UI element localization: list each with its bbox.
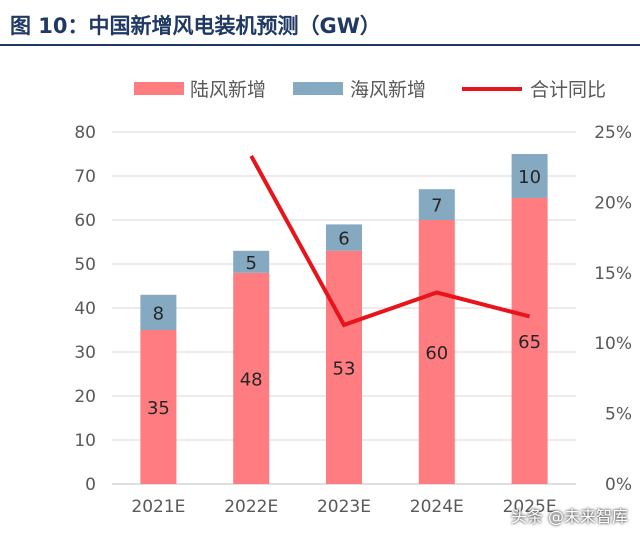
yoy-line-layer — [249, 154, 531, 328]
bar-value-label: 8 — [153, 303, 164, 324]
bar-labels: 35 8 48 5 53 6 60 7 65 10 — [147, 167, 541, 419]
bar-offshore — [418, 189, 455, 220]
bar-value-label: 7 — [431, 196, 442, 217]
watermark: 头条 @未来智库 — [510, 507, 628, 526]
yoy-line — [249, 154, 531, 328]
page-title: 图 10：中国新增风电装机预测（GW） — [10, 14, 381, 38]
y-right-tick-label: 25% — [594, 123, 632, 143]
y-right-tick-label: 15% — [594, 264, 632, 284]
bar-value-label: 48 — [240, 369, 263, 390]
x-tick-label: 2023E — [317, 497, 371, 517]
legend-label: 合计同比 — [530, 79, 606, 101]
y-left-tick-label: 20 — [74, 387, 96, 407]
legend: 陆风新增 海风新增 合计同比 — [134, 79, 606, 101]
y-right-tick-label: 10% — [594, 334, 632, 354]
title-rule — [0, 44, 640, 46]
bars — [140, 154, 548, 484]
title-bar: 图 10：中国新增风电装机预测（GW） — [0, 0, 640, 46]
y-left-tick-label: 0 — [85, 475, 96, 495]
bar-offshore — [511, 154, 548, 198]
x-tick-label: 2025E — [503, 497, 557, 517]
y-left-tick-label: 60 — [74, 211, 96, 231]
legend-swatch — [134, 82, 184, 95]
y-right-tick-label: 20% — [594, 193, 632, 213]
y-left-tick-label: 10 — [74, 431, 96, 451]
bar-onshore — [326, 250, 362, 484]
bar-offshore — [233, 250, 270, 273]
y-axis-right: 0% 5% 10% 15% 20% 25% — [594, 123, 632, 495]
bar-onshore — [511, 198, 548, 484]
chart: 35 8 48 5 53 6 60 7 65 10 0 10 20 30 40 50 60 70 80 0% 5% 1… — [74, 79, 632, 517]
bar-value-label: 6 — [338, 229, 349, 250]
y-left-tick-label: 80 — [74, 123, 96, 143]
y-left-tick-label: 40 — [74, 299, 96, 319]
bar-value-label: 35 — [147, 398, 170, 419]
y-left-tick-label: 70 — [74, 167, 96, 187]
bar-value-label: 65 — [518, 332, 541, 353]
bar-onshore — [233, 272, 270, 484]
bar-value-label: 53 — [333, 358, 356, 379]
bar-onshore — [418, 220, 455, 484]
bar-onshore — [140, 330, 177, 484]
bar-value-label: 10 — [518, 167, 541, 188]
y-axis-left: 0 10 20 30 40 50 60 70 80 — [74, 123, 96, 495]
bar-value-label: 5 — [245, 253, 256, 274]
x-tick-label: 2022E — [224, 497, 278, 517]
x-tick-label: 2024E — [410, 497, 464, 517]
bar-offshore — [326, 224, 362, 251]
x-tick-label: 2021E — [131, 497, 185, 517]
y-left-tick-label: 50 — [74, 255, 96, 275]
y-right-tick-label: 0% — [605, 475, 632, 495]
legend-label: 陆风新增 — [190, 79, 266, 101]
legend-swatch — [293, 82, 343, 95]
bar-value-label: 60 — [425, 343, 448, 364]
y-left-tick-label: 30 — [74, 343, 96, 363]
y-right-tick-label: 5% — [605, 405, 632, 425]
bar-offshore — [140, 294, 177, 330]
x-axis: 2021E 2022E 2023E 2024E 2025E — [131, 497, 556, 517]
legend-label: 海风新增 — [350, 79, 426, 101]
